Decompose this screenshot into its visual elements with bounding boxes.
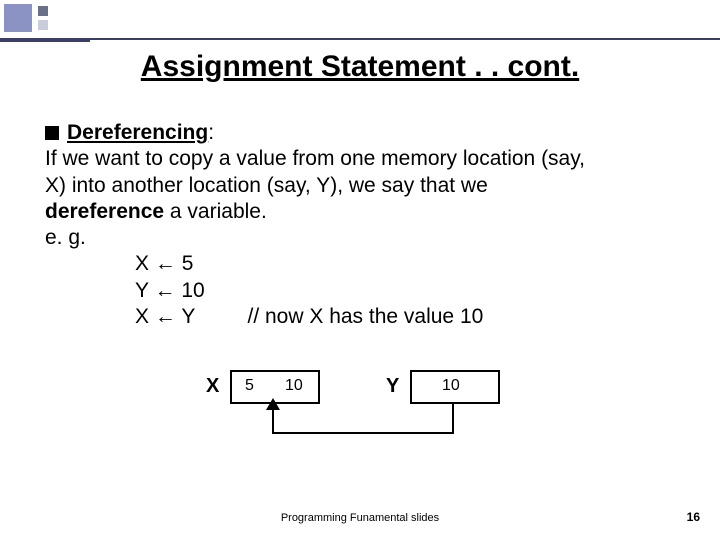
- header-rule-thick: [0, 38, 90, 42]
- y-value: 10: [442, 377, 460, 395]
- example-label: e. g.: [45, 225, 680, 251]
- bullet-icon: [45, 126, 59, 140]
- memory-diagram: X 5 10 Y 10: [210, 370, 550, 470]
- slide-title: Assignment Statement . . cont.: [0, 50, 720, 84]
- header-rule-thin: [90, 38, 720, 40]
- box-y-label: Y: [386, 375, 399, 398]
- body-line-3: dereference a variable.: [45, 199, 680, 225]
- x-value-old: 5: [245, 377, 254, 395]
- bullet-item: Dereferencing:: [45, 120, 680, 146]
- assign-line-3: X ← Y // now X has the value 10: [135, 304, 680, 330]
- deco-square-small-2: [38, 20, 48, 30]
- copy-arrow-head-icon: [266, 398, 280, 410]
- page-number: 16: [687, 510, 700, 524]
- comment: // now X has the value 10: [247, 305, 483, 328]
- body-line-1: If we want to copy a value from one memo…: [45, 146, 680, 172]
- body-line-2: X) into another location (say, Y), we sa…: [45, 173, 680, 199]
- footer-text: Programming Funamental slides: [0, 512, 720, 524]
- assign-line-2: Y ← 10: [135, 278, 680, 304]
- copy-arrow-path: [272, 404, 454, 434]
- box-x-label: X: [206, 375, 219, 398]
- x-value-new: 10: [285, 377, 303, 395]
- slide-body: Dereferencing: If we want to copy a valu…: [45, 120, 680, 330]
- deco-square-large: [4, 4, 32, 32]
- assign-line-1: X ← 5: [135, 251, 680, 277]
- deco-square-small-1: [38, 6, 48, 16]
- bullet-heading: Dereferencing:: [67, 120, 214, 146]
